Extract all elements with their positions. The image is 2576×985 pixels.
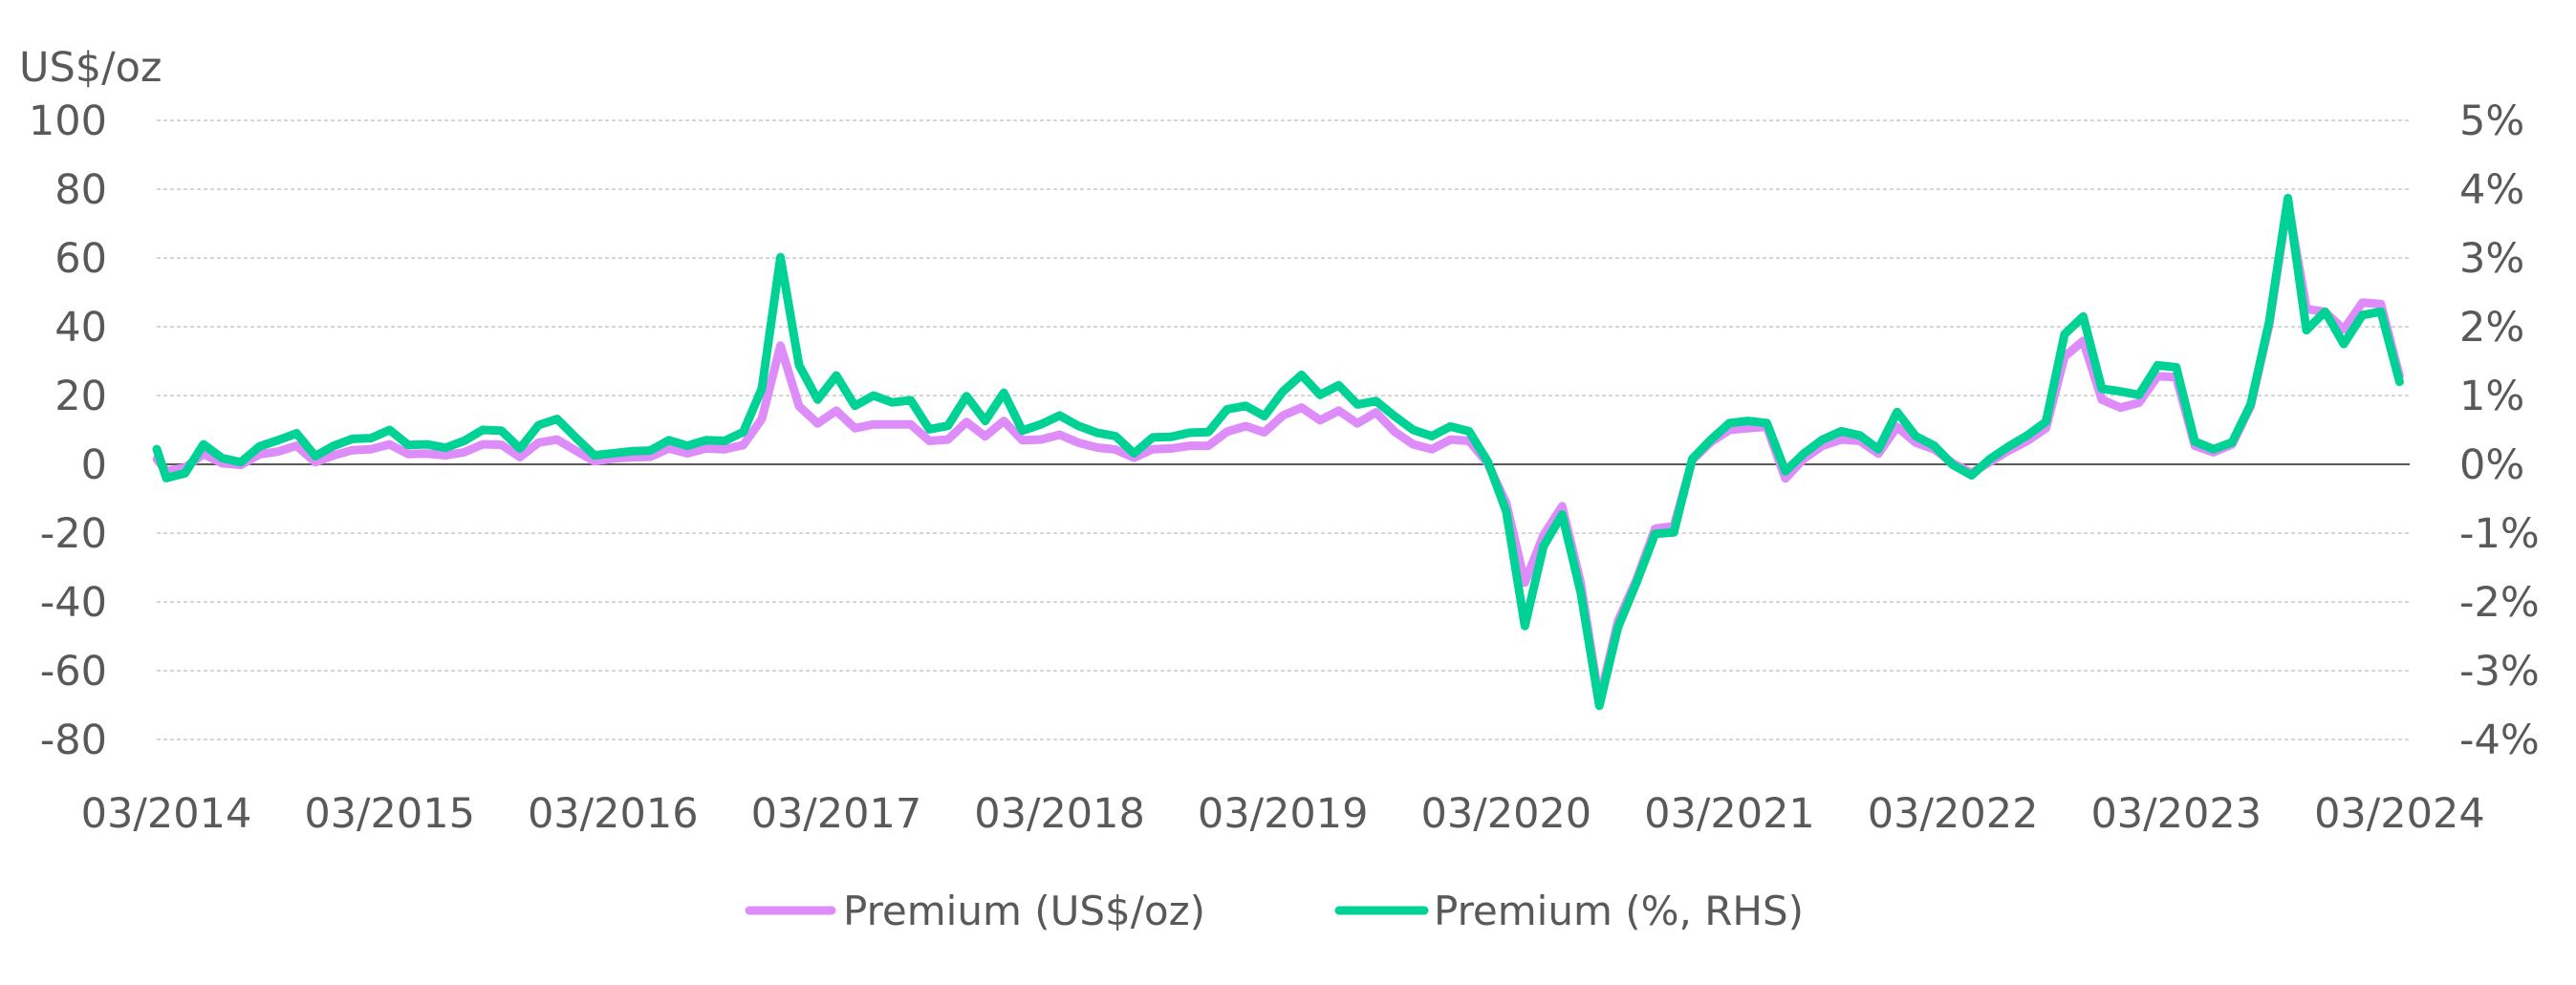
- left-axis-tick-label: -20: [40, 510, 107, 558]
- right-axis-tick-label: -3%: [2459, 648, 2540, 696]
- x-axis-ticks: 03/2014 03/2015 03/2016 03/2017 03/2018 03/20…: [81, 790, 2485, 838]
- x-axis-tick-label: 03/2017: [751, 790, 922, 838]
- left-axis-tick-label: 40: [54, 304, 107, 352]
- left-axis-tick-label: 80: [54, 166, 107, 214]
- x-axis-tick-label: 03/2015: [304, 790, 475, 838]
- x-axis-tick-label: 03/2020: [1421, 790, 1592, 838]
- left-axis-tick-label: 20: [54, 373, 107, 420]
- x-axis-tick-label: 03/2024: [2314, 790, 2485, 838]
- right-axis-tick-label: 5%: [2459, 97, 2524, 145]
- left-axis-ticks: 100 80 60 40 20 0 -20 -40 -60 -80: [29, 97, 107, 764]
- series-line-premium-pct: [152, 193, 2404, 711]
- right-axis-tick-label: -2%: [2459, 579, 2540, 627]
- right-axis-tick-label: 4%: [2459, 166, 2524, 214]
- x-axis-tick-label: 03/2019: [1198, 790, 1369, 838]
- legend-label-premium-pct: Premium (%, RHS): [1434, 888, 1804, 934]
- left-axis-tick-label: -40: [40, 579, 107, 627]
- left-axis-tick-label: -80: [40, 717, 107, 764]
- x-axis-tick-label: 03/2022: [1868, 790, 2039, 838]
- left-axis-tick-label: -60: [40, 648, 107, 696]
- right-axis-tick-label: 3%: [2459, 235, 2524, 283]
- series-line-premium-usd: [152, 198, 2404, 705]
- x-axis-tick-label: 03/2016: [528, 790, 699, 838]
- right-axis-tick-label: 2%: [2459, 304, 2524, 352]
- left-axis-tick-label: 0: [81, 441, 107, 489]
- right-axis-tick-label: -1%: [2459, 510, 2540, 558]
- legend: Premium (US$/oz) Premium (%, RHS): [745, 888, 1804, 934]
- left-axis-tick-label: 60: [54, 235, 107, 283]
- left-axis-unit-label: US$/oz: [19, 44, 162, 92]
- right-axis-tick-label: -4%: [2459, 717, 2540, 764]
- series-lines: [152, 193, 2404, 711]
- legend-label-premium-usd: Premium (US$/oz): [843, 888, 1205, 934]
- x-axis-tick-label: 03/2023: [2090, 790, 2262, 838]
- x-axis-tick-label: 03/2021: [1644, 790, 1815, 838]
- x-axis-tick-label: 03/2018: [974, 790, 1145, 838]
- left-axis-tick-label: 100: [29, 97, 107, 145]
- x-axis-tick-label: 03/2014: [81, 790, 252, 838]
- right-axis-tick-label: 1%: [2459, 373, 2524, 420]
- right-axis-ticks: 5% 4% 3% 2% 1% 0% -1% -2% -3% -4%: [2459, 97, 2540, 764]
- right-axis-tick-label: 0%: [2459, 441, 2524, 489]
